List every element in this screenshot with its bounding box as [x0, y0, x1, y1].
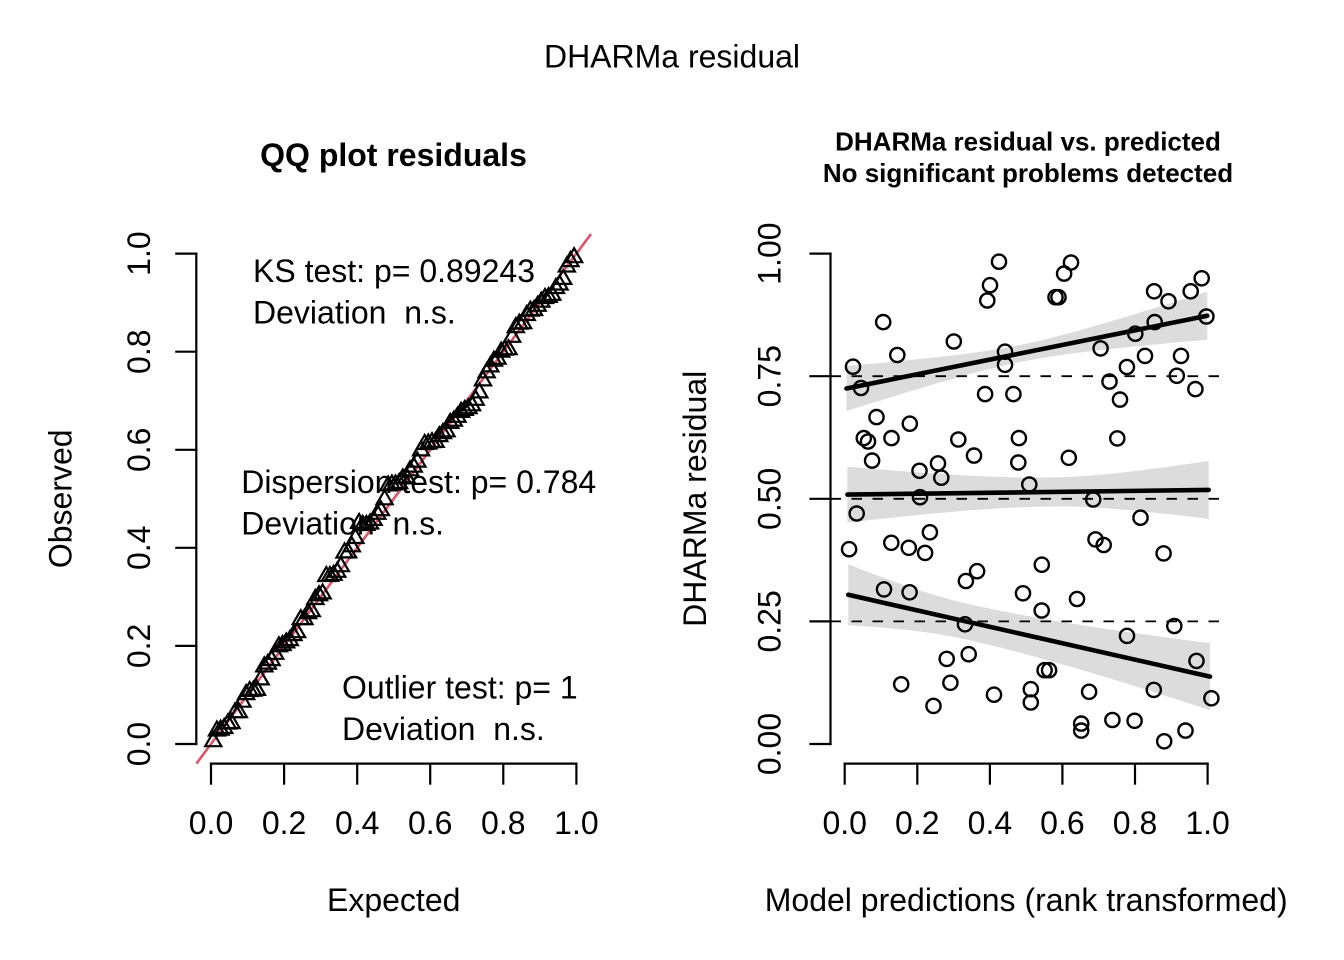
- svg-text:0.0: 0.0: [189, 805, 233, 841]
- svg-text:KS test: p= 0.89243: KS test: p= 0.89243: [253, 253, 535, 289]
- svg-text:0.75: 0.75: [752, 345, 788, 407]
- svg-text:Outlier test: p= 1: Outlier test: p= 1: [342, 670, 578, 706]
- svg-text:QQ plot residuals: QQ plot residuals: [260, 137, 527, 173]
- svg-text:0.2: 0.2: [262, 805, 306, 841]
- svg-text:No significant problems detect: No significant problems detected: [823, 158, 1233, 188]
- svg-text:Model predictions (rank transf: Model predictions (rank transformed): [765, 882, 1288, 918]
- svg-text:Deviation n.s.: Deviation n.s.: [241, 506, 444, 542]
- svg-text:0.0: 0.0: [822, 805, 866, 841]
- svg-text:DHARMa residual vs. predicted: DHARMa residual vs. predicted: [835, 127, 1221, 157]
- svg-text:1.0: 1.0: [121, 231, 157, 275]
- svg-text:0.4: 0.4: [335, 805, 379, 841]
- svg-text:1.0: 1.0: [554, 805, 598, 841]
- svg-text:DHARMa residual: DHARMa residual: [677, 371, 713, 627]
- svg-text:0.25: 0.25: [752, 590, 788, 652]
- svg-text:0.6: 0.6: [121, 428, 157, 472]
- svg-text:Observed: Observed: [43, 429, 79, 568]
- svg-text:0.8: 0.8: [121, 329, 157, 373]
- svg-text:0.50: 0.50: [752, 468, 788, 530]
- svg-text:0.2: 0.2: [895, 805, 939, 841]
- svg-text:Deviation n.s.: Deviation n.s.: [253, 295, 456, 331]
- svg-text:0.6: 0.6: [408, 805, 452, 841]
- svg-text:Dispersion test: p= 0.784: Dispersion test: p= 0.784: [241, 464, 596, 500]
- svg-text:0.4: 0.4: [968, 805, 1012, 841]
- svg-text:1.0: 1.0: [1185, 805, 1229, 841]
- svg-text:0.6: 0.6: [1040, 805, 1084, 841]
- svg-text:Deviation n.s.: Deviation n.s.: [342, 711, 545, 747]
- svg-text:DHARMa residual: DHARMa residual: [544, 39, 800, 75]
- svg-text:1.00: 1.00: [752, 222, 788, 284]
- svg-text:0.2: 0.2: [121, 624, 157, 668]
- svg-text:0.8: 0.8: [481, 805, 525, 841]
- svg-text:Expected: Expected: [327, 882, 460, 918]
- svg-text:0.0: 0.0: [121, 722, 157, 766]
- svg-text:0.8: 0.8: [1113, 805, 1157, 841]
- svg-text:0.4: 0.4: [121, 526, 157, 570]
- svg-text:0.00: 0.00: [752, 713, 788, 775]
